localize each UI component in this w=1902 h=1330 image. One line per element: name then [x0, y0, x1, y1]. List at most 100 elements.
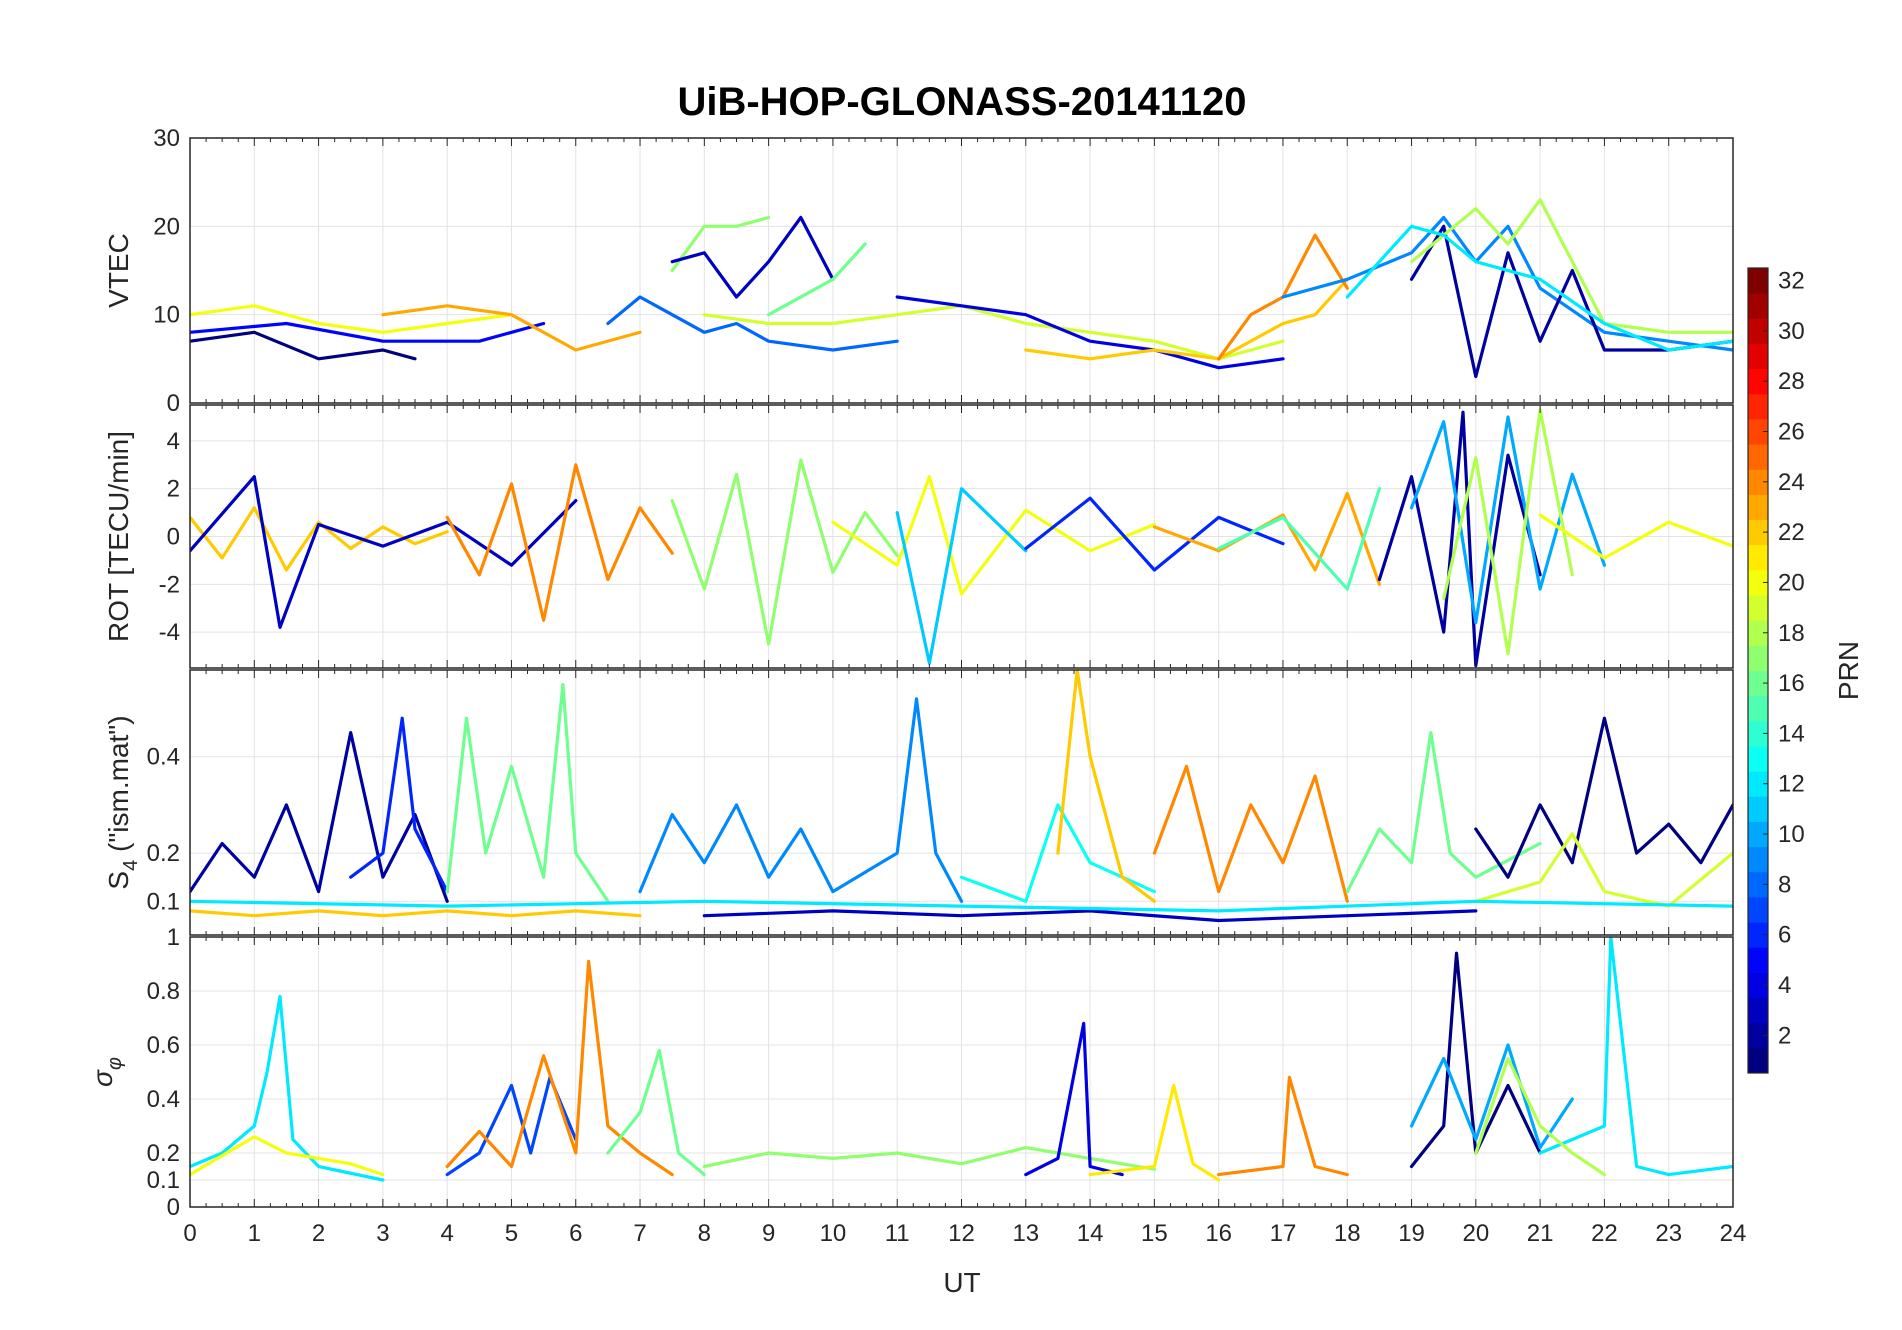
y-axis-label-rest: ("ism.mat") [103, 715, 134, 859]
colorbar-segment [1748, 745, 1768, 772]
series-line-prn-10 [1409, 1043, 1574, 1150]
y-tick-label: 0.1 [147, 1167, 180, 1194]
colorbar-segment [1748, 620, 1768, 646]
x-axis-label: UT [943, 1267, 980, 1298]
series-line-prn-19 [1474, 832, 1733, 908]
colorbar-tick-label: 18 [1778, 620, 1805, 647]
series-line-prn-23 [381, 304, 642, 352]
y-tick-label: 10 [153, 302, 180, 329]
colorbar-tick-label: 22 [1778, 519, 1805, 546]
y-tick-label: 0.2 [147, 1140, 180, 1167]
x-tick-label: 15 [1141, 1220, 1168, 1247]
colorbar-tick-label: 2 [1778, 1022, 1791, 1049]
x-tick-label: 2 [312, 1220, 325, 1247]
colorbar-segment [1748, 393, 1768, 420]
series-line-prn-6 [349, 716, 449, 894]
colorbar-segment [1748, 444, 1768, 470]
y-tick-label: -2 [159, 571, 180, 598]
series-line-prn-17 [670, 458, 899, 646]
series-line-prn-11 [895, 487, 1028, 665]
y-axis-label: σφ [87, 1057, 126, 1087]
x-tick-label: 5 [505, 1220, 518, 1247]
series-line-prn-16 [445, 682, 610, 903]
series-line-prn-12 [190, 994, 385, 1182]
colorbar-segment [1748, 997, 1768, 1024]
series-line-prn-6 [1024, 496, 1285, 572]
colorbar-segment [1748, 268, 1768, 294]
series-line-prn-19 [702, 304, 1285, 361]
y-axis-label-sub: 4 [120, 860, 142, 871]
colorbar-segment [1748, 645, 1768, 671]
series-line-prn-1 [1409, 951, 1542, 1169]
colorbar-segment [1748, 947, 1768, 973]
series-line-prn-3 [702, 909, 1478, 923]
x-tick-label: 24 [1720, 1220, 1747, 1247]
colorbar-tick-label: 10 [1778, 821, 1805, 848]
series-line-prn-4 [1024, 1021, 1124, 1177]
y-tick-label: 0 [167, 524, 180, 551]
colorbar-tick-label: 30 [1778, 318, 1805, 345]
panel-vtec: 0 10 20 30 VTEC [103, 125, 1734, 417]
colorbar-segment [1748, 343, 1768, 370]
series-line-prn-13 [959, 803, 1157, 903]
series-line-prn-9 [638, 697, 964, 903]
y-axis-label: S4 ("ism.mat") [103, 715, 142, 889]
series-line-prn-18 [1474, 1056, 1607, 1177]
x-tick-label: 22 [1591, 1220, 1618, 1247]
series-line-prn-18 [1442, 408, 1574, 656]
series-line-prn-24 [445, 959, 674, 1177]
colorbar-segment [1748, 318, 1768, 344]
series-line-prn-22 [1056, 670, 1157, 903]
series-line-prn-10 [1409, 415, 1607, 625]
series-group [190, 670, 1733, 923]
colorbar-tick-label: 24 [1778, 469, 1805, 496]
colorbar-segment [1748, 670, 1768, 697]
series-line-prn-5 [190, 321, 546, 343]
x-tick-label: 16 [1205, 1220, 1232, 1247]
colorbar-tick-label: 4 [1778, 972, 1791, 999]
x-tick-label: 6 [569, 1220, 582, 1247]
colorbar-segment [1748, 695, 1768, 722]
x-tick-label: 8 [698, 1220, 711, 1247]
series-line-prn-1 [190, 330, 417, 361]
colorbar-segment [1748, 972, 1768, 999]
colorbar-segment [1748, 922, 1768, 948]
x-tick-label: 19 [1398, 1220, 1425, 1247]
colorbar-segment [1748, 544, 1768, 571]
y-tick-label: 0 [167, 1194, 180, 1221]
y-tick-label: 30 [153, 125, 180, 152]
y-tick-label: 0.6 [147, 1032, 180, 1059]
colorbar-segment [1748, 1047, 1768, 1074]
series-line-prn-2 [1409, 224, 1733, 379]
colorbar-tick-label: 32 [1778, 268, 1805, 295]
series-line-prn-12 [190, 899, 1733, 913]
series-line-prn-20 [1538, 513, 1733, 560]
colorbar-segment [1748, 569, 1768, 596]
series-line-prn-21 [1088, 1083, 1221, 1182]
series-group [190, 408, 1733, 668]
colorbar-segment [1748, 469, 1768, 495]
colorbar-segment [1748, 494, 1768, 521]
y-tick-label: 0.4 [147, 744, 180, 771]
x-tick-label: 13 [1012, 1220, 1039, 1247]
colorbar-tick-label: 8 [1778, 871, 1791, 898]
colorbar-segment [1748, 519, 1768, 546]
y-axis-label-sub: φ [104, 1057, 126, 1070]
series-line-prn-1 [1474, 716, 1733, 879]
colorbar-frame [1747, 267, 1769, 1074]
series-line-prn-16 [766, 242, 867, 317]
y-tick-label: 0.1 [147, 888, 180, 915]
series-line-prn-24 [1217, 1075, 1349, 1177]
y-tick-label: 1 [167, 924, 180, 951]
y-axis-label: VTEC [103, 233, 134, 308]
series-line-prn-16 [606, 1048, 706, 1177]
x-tick-label: 10 [820, 1220, 847, 1247]
series-line-prn-15 [1217, 487, 1382, 591]
colorbar-segment [1748, 846, 1768, 873]
x-tick-label: 1 [248, 1220, 261, 1247]
series-line-prn-20 [190, 1135, 385, 1177]
series-line-prn-4 [895, 295, 1285, 370]
